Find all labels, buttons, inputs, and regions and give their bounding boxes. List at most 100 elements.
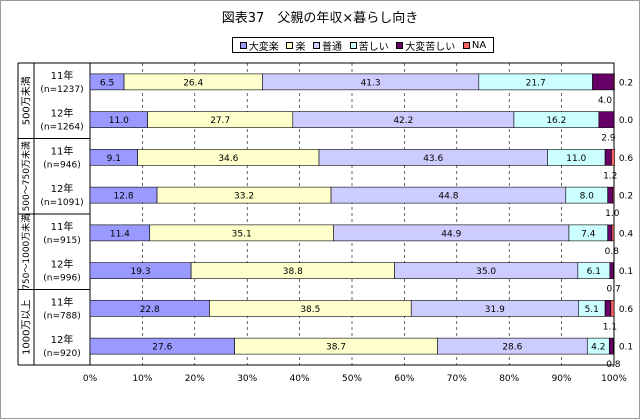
data-label: 0.2 [619, 78, 633, 88]
legend-label: 普通 [322, 41, 343, 53]
legend-label: 大変苦しい [405, 41, 456, 53]
category-n-label: (n=915) [43, 236, 80, 246]
data-label: 43.6 [423, 154, 443, 164]
x-tick-label: 20% [185, 374, 205, 384]
group-label: 500～750万未満 [20, 141, 32, 211]
data-label: 44.8 [438, 192, 458, 202]
data-label: 0.4 [619, 229, 634, 239]
category-year-label: 11年 [51, 295, 74, 308]
legend-swatch [462, 41, 470, 49]
category-n-label: (n=788) [43, 311, 80, 321]
legend-swatch [349, 41, 357, 49]
data-label: 5.1 [585, 305, 599, 315]
data-label: 0.6 [619, 154, 634, 164]
bar-segment [598, 111, 615, 128]
data-label: 27.6 [152, 343, 172, 353]
legend-item: NA [462, 39, 487, 51]
bar-segment [612, 186, 615, 204]
bar-segment [613, 262, 615, 279]
bar-segment [592, 73, 614, 91]
bar-segment [613, 73, 615, 91]
data-label: 0.1 [619, 267, 633, 277]
data-label: 42.2 [393, 116, 413, 126]
legend-swatch [286, 41, 294, 49]
x-tick-label: 70% [447, 374, 467, 384]
chart-legend: 大変楽 楽 普通 苦しい 大変苦しい NA [232, 37, 494, 53]
category-year-label: 12年 [51, 182, 74, 195]
x-tick-label: 10% [132, 374, 152, 384]
data-label: 4.2 [591, 343, 605, 353]
x-tick-label: 50% [342, 374, 362, 384]
category-year-label: 12年 [51, 333, 74, 346]
bar-segment [613, 337, 615, 355]
legend-item: 大変楽 [239, 38, 279, 53]
category-year-label: 12年 [51, 258, 74, 271]
data-label: 33.2 [234, 192, 254, 202]
x-tick-label: 100% [601, 374, 627, 384]
group-label: 1000万以上 [21, 300, 33, 355]
x-tick-label: 40% [290, 374, 310, 384]
x-tick-label: 0% [83, 374, 98, 384]
data-label: 1.2 [603, 171, 617, 181]
category-n-label: (n=1091) [40, 198, 83, 208]
bar-segment [611, 149, 615, 166]
data-label: 0.0 [619, 116, 634, 126]
data-label: 44.9 [441, 229, 461, 239]
data-label: 27.7 [210, 116, 230, 126]
data-label: 6.5 [100, 78, 114, 88]
legend-item: 楽 [286, 38, 305, 53]
bar-segment [604, 149, 612, 166]
data-label: 2.9 [601, 134, 616, 144]
category-n-label: (n=1264) [40, 123, 83, 133]
category-year-label: 11年 [51, 144, 74, 157]
bar-segment [608, 337, 614, 355]
category-year-label: 11年 [51, 220, 74, 233]
legend-label: 苦しい [358, 41, 389, 53]
data-label: 11.4 [110, 229, 130, 239]
category-year-label: 11年 [51, 69, 74, 82]
data-label: 35.0 [476, 267, 496, 277]
data-label: 26.4 [183, 78, 203, 88]
chart-title: 図表37 父親の年収×暮らし向き [221, 11, 419, 26]
data-label: 31.9 [485, 305, 505, 315]
data-label: 11.0 [109, 116, 129, 126]
data-label: 35.1 [232, 229, 252, 239]
x-tick-label: 60% [394, 374, 414, 384]
data-label: 38.8 [283, 267, 303, 277]
legend-swatch [239, 41, 247, 49]
data-label: 8.0 [580, 192, 595, 202]
data-label: 28.6 [502, 343, 522, 353]
category-n-label: (n=996) [43, 274, 80, 284]
x-tick-label: 90% [552, 374, 572, 384]
data-label: 1.1 [603, 322, 617, 332]
x-tick-label: 30% [237, 374, 257, 384]
group-label: 500万未満 [21, 76, 33, 125]
legend-label: NA [471, 39, 487, 51]
data-label: 1.0 [605, 209, 620, 219]
data-label: 11.0 [566, 154, 586, 164]
category-year-label: 12年 [51, 107, 74, 120]
legend-item: 大変苦しい [396, 38, 455, 53]
category-n-label: (n=946) [43, 160, 80, 170]
data-label: 9.1 [107, 154, 121, 164]
group-label: 750～1000万未満 [20, 214, 32, 290]
data-label: 0.6 [619, 305, 634, 315]
data-label: 12.8 [114, 192, 134, 202]
data-label: 0.8 [606, 360, 621, 370]
data-label: 0.1 [619, 343, 633, 353]
category-n-label: (n=1237) [40, 85, 83, 95]
bar-segment [607, 224, 613, 242]
data-label: 6.1 [587, 267, 601, 277]
x-tick-label: 80% [499, 374, 519, 384]
legend-label: 楽 [295, 41, 306, 53]
data-label: 0.7 [606, 285, 620, 295]
legend-label: 大変楽 [248, 41, 279, 53]
data-label: 38.7 [326, 343, 346, 353]
bar-segment [610, 300, 615, 317]
data-label: 21.7 [526, 78, 546, 88]
data-label: 16.2 [546, 116, 566, 126]
data-label: 22.8 [140, 305, 160, 315]
bar-segment [611, 224, 615, 242]
legend-swatch [313, 41, 321, 49]
